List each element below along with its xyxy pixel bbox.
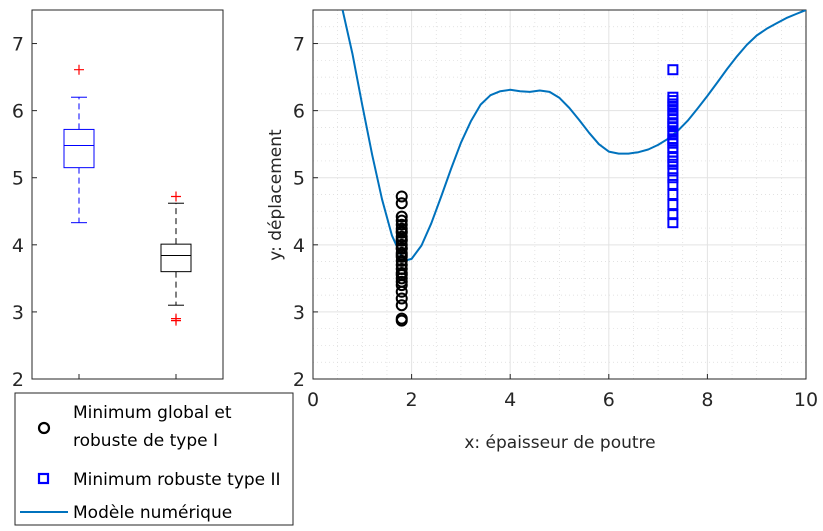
- boxplot-axes: 2 3 4 5 6 7: [12, 9, 224, 391]
- type-i-point: [395, 312, 408, 325]
- boxplot-outlier: [171, 191, 181, 202]
- boxplot-frame: [31, 9, 224, 380]
- boxplot-outlier: [74, 64, 84, 75]
- legend: Minimum global et robuste de type I Mini…: [14, 392, 294, 526]
- y-tick-label: 7: [293, 34, 305, 56]
- type-i-point: [395, 254, 408, 267]
- x-tick-label: 10: [794, 389, 818, 411]
- model-curve: [341, 10, 806, 262]
- y-tick-label: 3: [293, 302, 305, 324]
- x-axis-label: x: épaisseur de poutre: [464, 433, 655, 453]
- boxplot-y-tick-label: 3: [12, 302, 24, 324]
- boxplot-box-2: [160, 191, 192, 326]
- type-ii-point: [667, 172, 679, 184]
- type-ii-point: [667, 64, 679, 76]
- boxplot-y-tick-label: 6: [12, 101, 24, 123]
- legend-label-type-i-line1: Minimum global et: [73, 403, 232, 423]
- type-i-point: [395, 248, 408, 261]
- type-ii-point: [667, 165, 679, 177]
- legend-square-marker: [37, 472, 50, 485]
- type-i-point: [395, 218, 408, 231]
- boxplot-y-tick-label: 2: [12, 369, 24, 391]
- x-tick-label: 6: [603, 389, 615, 411]
- type-i-point: [395, 292, 408, 305]
- legend-circle-marker: [37, 421, 51, 435]
- legend-entry-model: Modèle numérique: [20, 503, 232, 523]
- x-tick-label: 0: [307, 389, 319, 411]
- type-ii-point: [667, 118, 679, 130]
- type-ii-point: [667, 135, 679, 147]
- type-i-point: [395, 190, 408, 203]
- legend-label-type-ii: Minimum robuste type II: [73, 470, 281, 490]
- y-tick-label: 4: [293, 235, 305, 257]
- type-i-point: [395, 269, 408, 282]
- x-tick-label: 4: [504, 389, 516, 411]
- boxplot-y-tick-label: 7: [12, 34, 24, 56]
- type-ii-point: [667, 209, 679, 221]
- x-tick-label: 2: [406, 389, 418, 411]
- type-ii-point: [667, 155, 679, 167]
- boxplot-outlier: [171, 315, 181, 326]
- boxplot-y-tick-label: 4: [12, 235, 24, 257]
- x-tick-label: 8: [701, 389, 713, 411]
- boxplot-y-ticks: 2 3 4 5 6 7: [12, 34, 177, 391]
- boxplot-box-1: [63, 64, 95, 224]
- type-i-point: [395, 225, 408, 238]
- type-i-point: [395, 233, 408, 246]
- type-ii-point: [667, 91, 679, 103]
- type-i-point: [395, 210, 408, 223]
- type-i-point: [395, 262, 408, 275]
- type-ii-point: [667, 189, 679, 200]
- type-ii-point: [667, 178, 679, 190]
- type-i-point: [395, 299, 408, 312]
- scatter-frame: [312, 9, 807, 380]
- scatter-series: [341, 10, 806, 327]
- type-ii-point: [667, 199, 679, 211]
- boxplot-y-tick-label: 5: [12, 168, 24, 190]
- boxplot-marks: [63, 64, 192, 326]
- legend-label-type-i-line2: robuste de type I: [73, 431, 218, 451]
- type-i-point: [395, 242, 408, 255]
- legend-entry-type-ii: Minimum robuste type II: [37, 470, 281, 490]
- legend-entry-type-i: Minimum global et robuste de type I: [37, 403, 232, 451]
- type-i-point: [395, 275, 408, 288]
- type-i-point: [395, 197, 408, 210]
- legend-box: [14, 392, 294, 526]
- y-tick-label: 6: [293, 101, 305, 123]
- legend-label-model: Modèle numérique: [73, 503, 232, 523]
- y-axis-label: y: déplacement: [266, 129, 286, 261]
- y-tick-label: 5: [293, 168, 305, 190]
- y-tick-label: 2: [293, 369, 305, 391]
